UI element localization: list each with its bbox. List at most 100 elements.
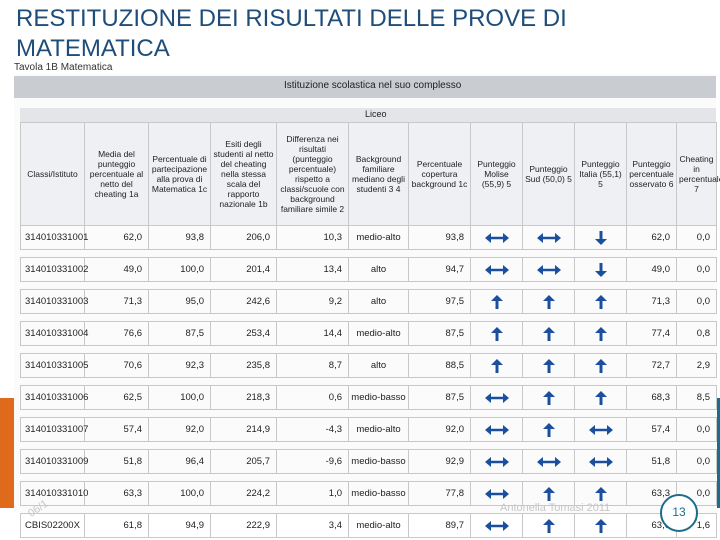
results-table: Classi/Istituto Media del punteggio perce… [20,122,720,538]
table-row: 314010331004 76,6 87,5 253,4 14,4 medio-alto 8… [20,321,717,346]
cell-copertura: 92,9 [408,449,471,474]
group-header: Istituzione scolastica nel suo complesso [14,76,716,98]
cell-media: 61,8 [84,513,149,538]
footer-author: Antonella Tomasi 2011 [500,502,611,514]
column-header: Esiti degli studenti al netto del cheati… [210,122,277,226]
double-arrow-icon [574,417,627,442]
cell-esiti: 214,9 [210,417,277,442]
cell-osservato: 51,8 [626,449,677,474]
page-number-badge: 13 [660,494,698,532]
subgroup-header: Liceo [20,108,716,122]
cell-cheating: 0,0 [676,417,717,442]
cell-cheating: 0,8 [676,321,717,346]
cell-media: 71,3 [84,289,149,314]
cell-background: alto [348,257,409,282]
arrow-up-icon [574,353,627,378]
cell-copertura: 93,8 [408,225,471,250]
cell-id: 314010331004 [20,321,88,346]
double-arrow-icon [470,257,523,282]
table-row: 314010331007 57,4 92,0 214,9 -4,3 medio-alto 9… [20,417,717,442]
cell-osservato: 49,0 [626,257,677,282]
table-row: 314010331006 62,5 100,0 218,3 0,6 medio-basso… [20,385,717,410]
cell-id: CBIS02200X [20,513,85,538]
column-header: Punteggio Italia (55,1) 5 [574,122,627,226]
cell-osservato: 77,4 [626,321,677,346]
cell-media: 62,0 [84,225,149,250]
column-header: Punteggio Molise (55,9) 5 [470,122,523,226]
slide-title: RESTITUZIONE DEI RISULTATI DELLE PROVE D… [16,5,567,62]
table-label: Tavola 1B Matematica [14,62,113,73]
table-row: 314010331001 62,0 93,8 206,0 10,3 medio-alto 9… [20,225,717,250]
arrow-up-icon [574,385,627,410]
cell-partecipazione: 100,0 [148,385,211,410]
double-arrow-icon [522,257,575,282]
cell-differenza: 10,3 [276,225,349,250]
cell-differenza: 3,4 [276,513,349,538]
cell-copertura: 94,7 [408,257,471,282]
cell-esiti: 206,0 [210,225,277,250]
cell-background: medio-alto [348,225,409,250]
cell-osservato: 57,4 [626,417,677,442]
cell-esiti: 253,4 [210,321,277,346]
cell-differenza: 1,0 [276,481,349,506]
column-header: Cheating in percentuale 7 [676,122,720,226]
cell-differenza: 14,4 [276,321,349,346]
column-header: Percentuale copertura background 1c [408,122,471,226]
table-row: 314010331010 63,3 100,0 224,2 1,0 medio-basso… [20,481,717,506]
double-arrow-icon [470,385,523,410]
cell-media: 57,4 [84,417,149,442]
column-header: Punteggio percentuale osservato 6 [626,122,677,226]
cell-id: 314010331009 [20,449,88,474]
results-table-image: Istituzione scolastica nel suo complesso… [14,74,720,538]
row-spacer [20,505,717,514]
cell-esiti: 201,4 [210,257,277,282]
cell-partecipazione: 100,0 [148,481,211,506]
subgroup-header-label: Liceo [365,109,387,119]
double-arrow-icon [522,225,575,250]
cell-partecipazione: 95,0 [148,289,211,314]
cell-background: medio-alto [348,513,409,538]
arrow-up-icon [574,289,627,314]
cell-differenza: -4,3 [276,417,349,442]
row-spacer [20,441,717,450]
cell-media: 76,6 [84,321,149,346]
arrow-up-icon [522,481,575,506]
cell-background: alto [348,289,409,314]
row-spacer [20,377,717,386]
cell-id: 314010331002 [20,257,88,282]
table-row: CBIS02200X 61,8 94,9 222,9 3,4 medio-alto 89,7… [20,513,717,538]
cell-partecipazione: 94,9 [148,513,211,538]
cell-id: 314010331001 [20,225,88,250]
cell-esiti: 218,3 [210,385,277,410]
table-row: 314010331005 70,6 92,3 235,8 8,7 alto 88,5 72,7… [20,353,717,378]
column-header: Differenza nei risultati (punteggio perc… [276,122,349,226]
double-arrow-icon [470,449,523,474]
arrow-up-icon [574,513,627,538]
double-arrow-icon [470,417,523,442]
arrow-up-icon [522,353,575,378]
cell-cheating: 8,5 [676,385,717,410]
arrow-up-icon [522,289,575,314]
cell-esiti: 242,6 [210,289,277,314]
cell-esiti: 224,2 [210,481,277,506]
cell-background: medio-basso [348,385,409,410]
cell-esiti: 235,8 [210,353,277,378]
cell-background: medio-basso [348,449,409,474]
arrow-up-icon [470,321,523,346]
cell-id: 314010331007 [20,417,88,442]
cell-osservato: 71,3 [626,289,677,314]
cell-differenza: 13,4 [276,257,349,282]
cell-differenza: -9,6 [276,449,349,474]
column-header: Media del punteggio percentuale al netto… [84,122,149,226]
column-header: Punteggio Sud (50,0) 5 [522,122,575,226]
cell-id: 314010331010 [20,481,88,506]
cell-cheating: 2,9 [676,353,717,378]
cell-copertura: 97,5 [408,289,471,314]
arrow-up-icon [574,481,627,506]
cell-copertura: 87,5 [408,321,471,346]
cell-background: medio-basso [348,481,409,506]
row-spacer [20,249,717,258]
double-arrow-icon [522,449,575,474]
cell-media: 51,8 [84,449,149,474]
arrow-down-icon [574,257,627,282]
